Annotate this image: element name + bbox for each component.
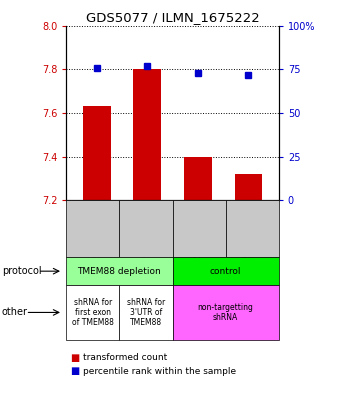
Text: shRNA for
3'UTR of
TMEM88: shRNA for 3'UTR of TMEM88 [127,298,165,327]
Text: control: control [210,267,241,275]
Text: TMEM88 depletion: TMEM88 depletion [78,267,161,275]
Text: protocol: protocol [2,266,41,276]
Text: ■: ■ [70,353,79,363]
Text: percentile rank within the sample: percentile rank within the sample [83,367,236,376]
Text: non-targetting
shRNA: non-targetting shRNA [198,303,254,322]
Bar [83,107,111,200]
Text: transformed count: transformed count [83,353,168,362]
Bar [184,157,212,200]
Text: shRNA for
first exon
of TMEM88: shRNA for first exon of TMEM88 [72,298,114,327]
Bar [235,174,262,200]
Bar [133,69,161,200]
Text: other: other [2,307,28,318]
Title: GDS5077 / ILMN_1675222: GDS5077 / ILMN_1675222 [86,11,259,24]
Text: ■: ■ [70,366,79,376]
